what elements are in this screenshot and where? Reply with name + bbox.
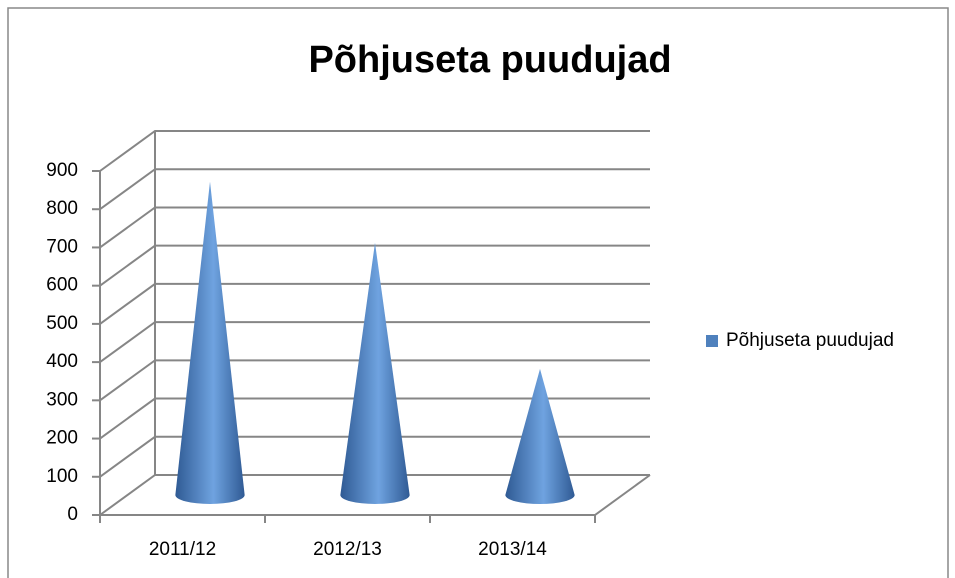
grid-line [99,435,650,478]
grid-line [99,474,650,516]
grid-line [99,168,650,211]
y-tick-label: 700 [46,236,78,257]
grid-line [99,206,650,249]
y-tick-label: 900 [46,160,78,181]
grid-line [99,321,650,363]
grid-line [99,282,650,325]
cone [340,242,410,504]
x-tick-label: 2013/14 [478,539,547,560]
cone [175,181,245,504]
chart-title: Põhjuseta puudujad [308,39,671,81]
y-tick-label: 0 [67,504,78,525]
y-tick-label: 100 [46,466,78,487]
chart-border [7,7,949,578]
grid-line [99,244,650,287]
x-tick-label: 2011/12 [149,539,216,560]
y-tick-label: 800 [46,198,78,219]
legend-label: Põhjuseta puudujad [726,330,894,351]
y-tick-label: 400 [46,351,78,372]
legend-swatch [706,335,718,347]
y-tick-label: 300 [46,389,78,410]
x-tick-label: 2012/13 [313,539,382,560]
y-tick-label: 200 [46,428,78,449]
grid-line [99,359,650,402]
y-tick-label: 600 [46,275,78,296]
grid-line [99,130,650,172]
cone [505,368,575,504]
y-tick-label: 500 [46,313,78,334]
grid-line [99,397,650,440]
